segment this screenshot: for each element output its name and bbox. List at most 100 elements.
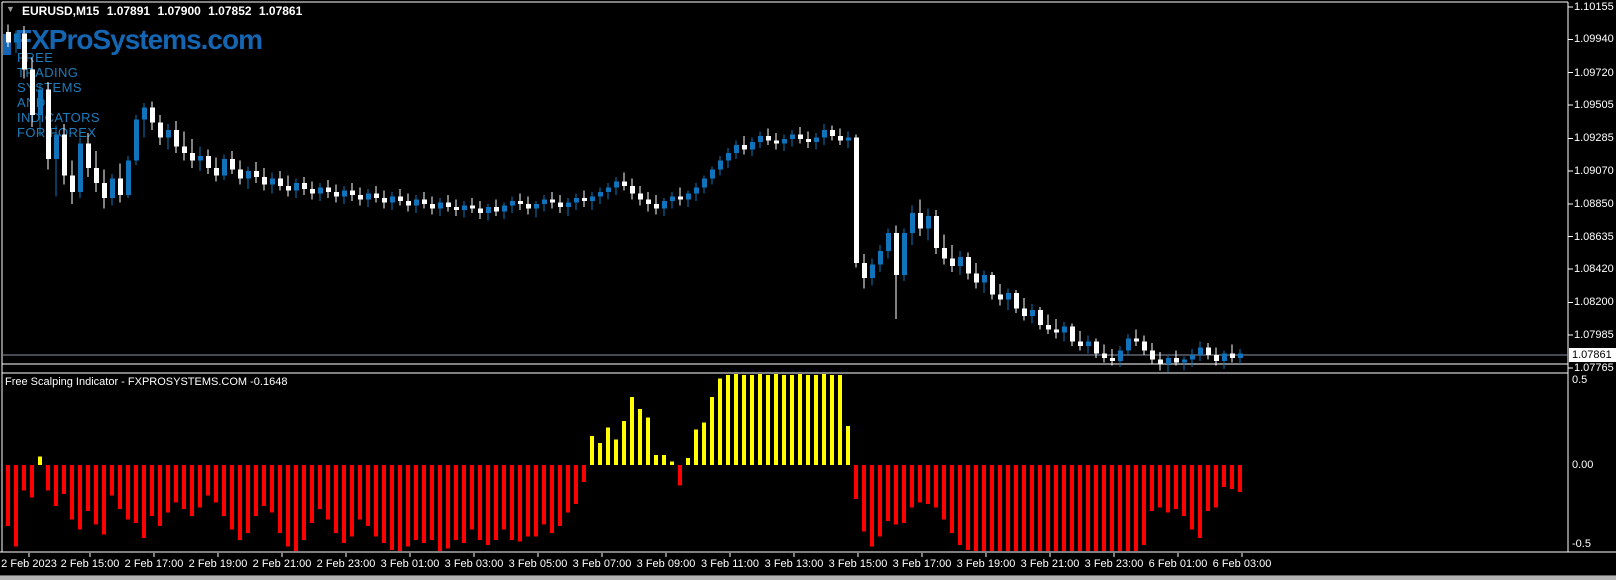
candle <box>982 275 987 283</box>
histogram-bar <box>94 465 98 525</box>
candle <box>518 201 523 205</box>
candle <box>902 232 907 276</box>
histogram-bar <box>846 425 850 465</box>
histogram-bar <box>358 465 362 520</box>
histogram-bar <box>46 465 50 491</box>
candle <box>358 195 363 200</box>
candle <box>974 273 979 283</box>
histogram-bar <box>1038 465 1042 551</box>
candle <box>958 256 963 267</box>
histogram-bar <box>246 465 250 533</box>
close-value: 1.07861 <box>258 4 303 18</box>
histogram-bar <box>902 465 906 523</box>
histogram-bar <box>182 465 186 510</box>
histogram-bar <box>774 374 778 465</box>
high-value: 1.07900 <box>157 4 201 18</box>
indicator-title: Free Scalping Indicator - FXPROSYSTEMS.C… <box>5 376 287 388</box>
candle <box>966 256 971 274</box>
histogram-bar <box>230 465 234 530</box>
histogram-bar <box>1150 465 1154 511</box>
histogram-bar <box>1102 465 1106 551</box>
histogram-bar <box>238 465 242 540</box>
histogram-bar <box>510 465 514 540</box>
candle <box>702 178 707 188</box>
candle <box>1014 293 1019 309</box>
candle <box>246 170 251 179</box>
candle <box>406 201 411 206</box>
histogram-bar <box>1134 465 1138 551</box>
candle <box>1078 341 1083 347</box>
candle <box>1102 353 1107 359</box>
candle <box>46 89 51 159</box>
candle <box>102 182 107 199</box>
histogram-bar <box>1206 465 1210 511</box>
candle <box>742 145 747 150</box>
candle <box>614 181 619 188</box>
candle <box>926 216 931 229</box>
candle <box>678 196 683 200</box>
candle <box>222 158 227 176</box>
histogram-bar <box>382 465 386 544</box>
candle <box>1174 358 1179 363</box>
histogram-bar <box>590 436 594 465</box>
candle <box>1150 350 1155 360</box>
histogram-bar <box>102 465 106 535</box>
histogram-bar <box>702 422 706 465</box>
candle <box>238 169 243 179</box>
candle <box>766 136 771 141</box>
histogram-bar <box>206 465 210 496</box>
chart-dropdown-arrow[interactable]: ▼ <box>6 4 15 14</box>
candle <box>278 178 283 186</box>
histogram-bar <box>446 465 450 549</box>
candle <box>726 152 731 161</box>
candle <box>1214 355 1219 362</box>
histogram-bar <box>78 465 82 530</box>
histogram-bar <box>814 374 818 465</box>
candle <box>598 192 603 197</box>
histogram-bar <box>334 465 338 533</box>
candle <box>550 199 555 203</box>
candle <box>606 187 611 193</box>
candle <box>1038 309 1043 325</box>
low-value: 1.07852 <box>208 4 252 18</box>
histogram-bar <box>462 465 466 544</box>
candle <box>366 193 371 200</box>
candle <box>1118 350 1123 362</box>
candle <box>934 216 939 248</box>
candle <box>774 140 779 144</box>
candle <box>38 89 43 115</box>
candle <box>998 294 1003 300</box>
histogram-bar <box>22 465 26 491</box>
candle <box>270 178 275 185</box>
histogram-bar <box>526 465 530 537</box>
histogram-bar <box>190 465 194 516</box>
histogram-bar <box>942 465 946 520</box>
histogram-bar <box>782 374 786 465</box>
histogram-bar <box>398 465 402 551</box>
candle <box>182 146 187 153</box>
histogram-bar <box>862 465 866 532</box>
histogram-bar <box>318 465 322 510</box>
candle <box>582 198 587 202</box>
histogram-bar <box>758 374 762 465</box>
histogram-bar <box>342 465 346 544</box>
symbol-timeframe: EURUSD,M15 <box>22 4 100 18</box>
histogram-bar <box>822 374 826 465</box>
histogram-bar <box>214 465 218 503</box>
histogram-bar <box>406 465 410 547</box>
histogram-bar <box>566 465 570 513</box>
candle <box>1022 308 1027 316</box>
histogram-bar <box>622 420 626 465</box>
candle <box>1158 359 1163 365</box>
candle <box>1062 326 1067 333</box>
histogram-bar <box>982 465 986 551</box>
histogram-bar <box>62 465 66 494</box>
candle <box>430 204 435 209</box>
histogram-bar <box>30 465 34 498</box>
candle <box>1206 347 1211 356</box>
candle <box>446 202 451 208</box>
candle <box>1134 338 1139 342</box>
histogram-bar <box>798 374 802 465</box>
